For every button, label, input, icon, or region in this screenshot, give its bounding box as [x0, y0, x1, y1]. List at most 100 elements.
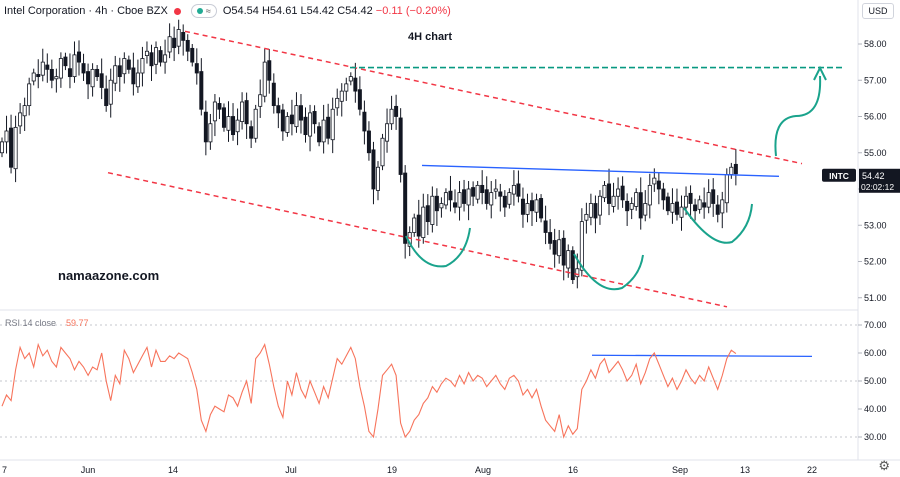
- candle: [317, 122, 322, 147]
- market-status-dot: [173, 7, 181, 15]
- candle-body: [584, 213, 589, 221]
- rsi-tick-label: 30.00: [864, 432, 887, 442]
- candle: [348, 72, 353, 86]
- candle: [498, 183, 503, 212]
- ohlc-values: O54.54 H54.61 L54.42 C54.42 −0.11 (−0.20…: [223, 5, 451, 17]
- candle: [607, 168, 612, 216]
- candle: [108, 68, 113, 118]
- candle-body: [181, 32, 186, 41]
- candle-body: [4, 130, 9, 143]
- candle-body: [194, 63, 199, 74]
- candle: [49, 59, 54, 89]
- currency-button[interactable]: USD: [862, 3, 894, 19]
- candle: [104, 75, 109, 112]
- breakout-arrowhead-icon: [813, 65, 827, 81]
- candle-body: [308, 112, 313, 137]
- candle: [425, 194, 430, 236]
- candle-body: [733, 163, 738, 175]
- candle: [611, 182, 616, 213]
- candle: [140, 46, 145, 87]
- candle: [339, 83, 344, 117]
- candle-body: [729, 166, 734, 175]
- status-dot-icon: [196, 8, 203, 14]
- neckline: [421, 164, 780, 177]
- gear-icon[interactable]: ⚙: [878, 458, 890, 473]
- candle-body: [226, 116, 231, 131]
- chart-title: 4H chart: [408, 31, 452, 43]
- candle: [217, 97, 222, 120]
- candle-body: [525, 203, 530, 215]
- candle: [679, 195, 684, 231]
- candle-body: [49, 68, 54, 81]
- last-price-label: 54.42: [862, 171, 885, 181]
- candle-body: [357, 89, 362, 110]
- candle: [480, 170, 485, 205]
- candle-body: [688, 192, 693, 204]
- candle-body: [108, 79, 113, 105]
- price-tick-label: 56.00: [864, 112, 887, 122]
- time-tick-label: Sep: [672, 465, 688, 475]
- candle: [507, 188, 512, 209]
- candle-body: [339, 90, 344, 102]
- candle-body: [149, 52, 154, 67]
- head-arc: [573, 253, 644, 291]
- candle-body: [602, 184, 607, 199]
- candle: [403, 165, 408, 259]
- candle: [661, 182, 666, 210]
- candle-body: [697, 199, 702, 210]
- candle-body: [217, 103, 222, 110]
- candle-body: [425, 205, 430, 223]
- candle: [629, 197, 634, 220]
- candle: [489, 181, 494, 219]
- candle: [249, 120, 254, 149]
- time-tick-label: Aug: [475, 465, 491, 475]
- candle: [471, 181, 476, 207]
- candle: [588, 193, 593, 226]
- symbol-title[interactable]: Intel Corporation · 4h · Cboe BZX: [4, 5, 168, 17]
- rsi-tick-label: 40.00: [864, 404, 887, 414]
- breakout-arrow-path: [774, 75, 822, 157]
- candle: [285, 112, 290, 137]
- candle-body: [317, 126, 322, 143]
- candle-body: [18, 112, 23, 127]
- candle: [67, 53, 72, 89]
- candle-body: [185, 39, 190, 52]
- candle-body: [154, 47, 159, 65]
- candle: [584, 202, 589, 234]
- time-tick-label: Jul: [285, 465, 297, 475]
- candle: [430, 186, 435, 233]
- watermark-text: namaazone.com: [58, 268, 159, 283]
- candle-body: [375, 166, 380, 191]
- rsi-tick-label: 60.00: [864, 348, 887, 358]
- candle-body: [27, 83, 32, 107]
- candle: [511, 170, 516, 206]
- candle: [117, 57, 122, 92]
- candle-body: [448, 190, 453, 201]
- candle: [226, 101, 231, 142]
- candle-body: [249, 126, 254, 139]
- candle-body: [652, 177, 657, 185]
- candle: [693, 198, 698, 221]
- candle-body: [294, 105, 299, 128]
- candle: [516, 170, 521, 203]
- candle: [357, 76, 362, 116]
- candle: [54, 68, 59, 93]
- candle-body: [86, 71, 91, 85]
- candle: [643, 190, 648, 222]
- candle: [647, 173, 652, 219]
- candle: [688, 185, 693, 219]
- candle: [95, 65, 100, 81]
- candle: [638, 177, 643, 230]
- candle-body: [144, 50, 149, 56]
- candle: [0, 137, 4, 158]
- rsi-label: RSI 14 close: [5, 318, 56, 328]
- candle: [439, 197, 444, 218]
- data-status-pill[interactable]: ≈: [190, 4, 217, 18]
- ohlc-low: L54.42: [300, 5, 335, 17]
- candle: [561, 230, 566, 281]
- candle-body: [330, 108, 335, 141]
- candle: [326, 103, 331, 145]
- candle: [353, 62, 358, 103]
